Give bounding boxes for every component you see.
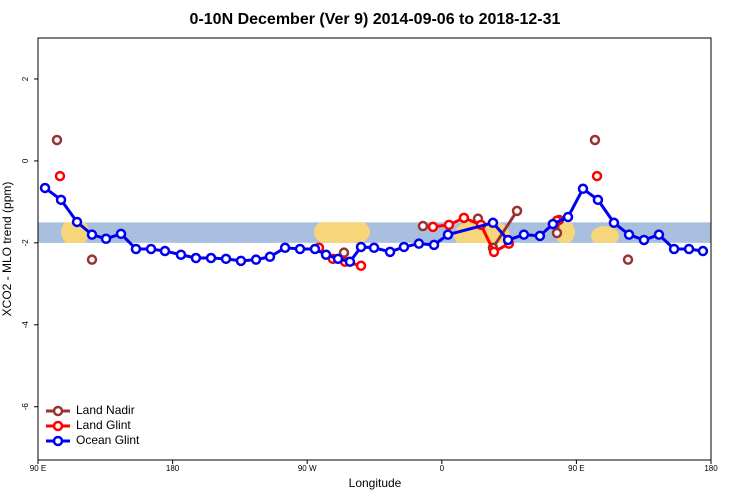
data-point [205,252,217,264]
data-point [622,254,634,265]
land [314,222,370,243]
y-tick-label: -2 [21,239,30,247]
legend-label: Land Glint [76,418,131,432]
data-point [592,194,604,206]
x-tick-label: 180 [704,464,718,473]
x-tick-label: 90 W [298,464,317,473]
data-point [279,242,291,254]
chart-title: 0-10N December (Ver 9) 2014-09-06 to 201… [190,11,561,28]
data-point [309,243,321,255]
data-point [534,230,546,242]
data-point [159,245,171,257]
land [555,222,575,243]
data-point [384,246,396,258]
data-point [589,134,601,146]
data-point [320,249,332,260]
x-tick-label: 90 E [568,464,584,473]
legend-marker [52,435,64,447]
data-point [577,183,589,195]
data-point [488,246,500,258]
y-tick-label: 0 [21,158,30,163]
legend-label: Land Nadir [76,403,135,417]
data-point [443,219,455,231]
data-point [235,255,247,267]
data-point [683,243,695,255]
data-point [487,217,499,229]
plot-frame [37,37,712,461]
data-point [71,216,83,228]
data-point [175,249,187,260]
land-shapes [61,222,619,243]
data-point [511,205,523,217]
data-point [55,194,67,206]
land [591,226,619,243]
data-point [86,229,98,240]
data-point [368,242,380,254]
data-point [220,253,232,265]
data-point [264,251,276,263]
x-axis-label: Longitude [349,476,402,490]
data-point [294,243,306,255]
data-point [458,212,470,224]
data-point [130,243,142,255]
data-point [427,221,439,233]
data-point [428,239,440,251]
x-tick-label: 0 [440,464,445,473]
data-point [355,241,367,253]
data-point [51,134,63,146]
y-tick-label: -6 [21,403,30,411]
data-point [417,220,429,232]
legend-label: Ocean Glint [76,433,140,447]
data-point [413,238,425,249]
legend-marker [52,405,64,417]
y-axis-label: XCO2 - MLO trend (ppm) [0,182,14,317]
data-point [608,217,620,229]
data-point [145,243,157,255]
data-point [332,253,344,265]
data-point [190,252,202,264]
data-point [86,254,98,265]
data-point [562,211,574,223]
data-point [100,233,112,245]
legend-marker [52,420,64,432]
data-point [398,241,410,253]
data-point [547,218,559,230]
x-tick-label: 90 E [30,464,46,473]
data-point [591,170,603,182]
data-point [518,229,530,240]
data-point [551,227,563,239]
data-point [115,228,127,240]
data-point [344,256,356,267]
data-point [502,234,514,246]
data-point [623,229,635,240]
y-tick-label: 2 [21,76,30,81]
data-point [442,229,454,240]
data-point [39,182,51,194]
y-tick-label: -4 [21,321,30,329]
data-point [250,254,262,265]
data-point [638,234,650,246]
data-point [697,245,709,257]
data-point [653,229,665,240]
data-point [668,243,680,255]
data-point [54,170,66,182]
data-point [355,260,367,272]
x-tick-label: 180 [166,464,180,473]
